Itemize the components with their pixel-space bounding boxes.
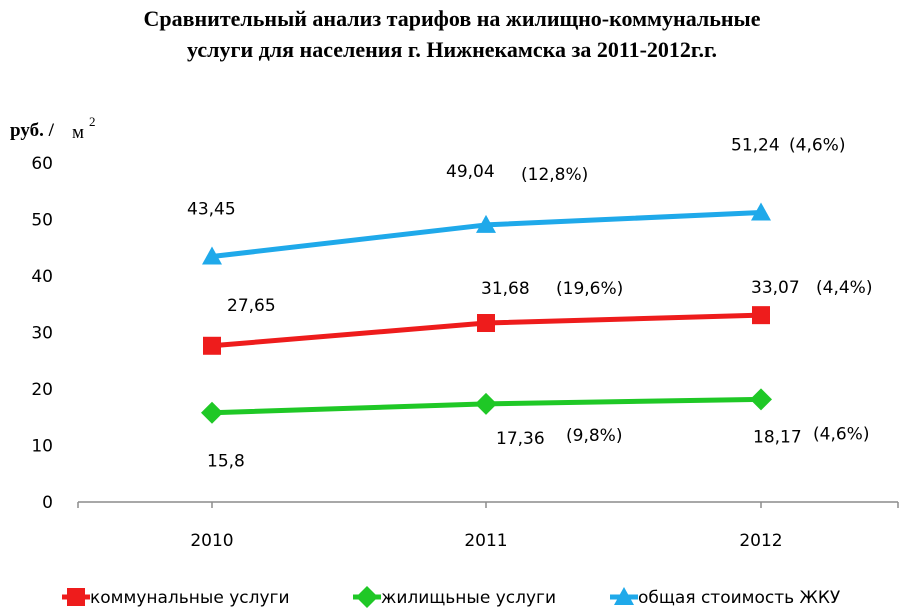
y-axis-unit-superscript: 2 xyxy=(89,114,96,129)
data-point-1-2 xyxy=(750,388,772,411)
pct-label-1-1: (9,8%) xyxy=(566,426,622,446)
x-tick-label: 2012 xyxy=(739,531,782,551)
data-point-1-1 xyxy=(475,392,497,415)
legend-label-0: коммунальные услуги xyxy=(90,588,290,608)
data-label-1-1: 17,36 xyxy=(496,429,545,449)
y-axis-title: руб. / м 2 xyxy=(10,114,96,143)
legend-item-2: общая стоимость ЖКУ xyxy=(610,587,841,608)
legend: коммунальные услуги жилищьные услуги общая… xyxy=(62,586,841,608)
legend-label-2: общая стоимость ЖКУ xyxy=(638,588,841,608)
y-tick-label: 30 xyxy=(31,324,53,344)
data-label-2-1: 49,04 xyxy=(446,162,495,182)
pct-label-1-2: (4,6%) xyxy=(813,424,869,444)
y-tick-label: 0 xyxy=(42,493,53,513)
data-point-0-1 xyxy=(477,314,495,333)
y-axis-unit: м xyxy=(72,122,84,143)
legend-swatch-marker-1 xyxy=(356,586,378,608)
legend-swatch-marker-2 xyxy=(614,587,634,605)
data-point-2-0 xyxy=(202,246,222,265)
data-labels: 27,65 31,68 (19,6%) 33,07 (4,4%) 15,8 17,36 (9,… xyxy=(187,135,872,471)
y-tick-label: 60 xyxy=(31,154,53,174)
series-layer xyxy=(201,202,772,424)
legend-label-1: жилищьные услуги xyxy=(381,588,556,608)
pct-label-0-1: (19,6%) xyxy=(556,279,623,299)
data-label-0-1: 31,68 xyxy=(481,279,530,299)
pct-label-2-2: (4,6%) xyxy=(789,135,845,155)
y-tick-label: 40 xyxy=(31,267,53,287)
chart-title-line-2: услуги для населения г. Нижнекамска за 2… xyxy=(187,37,717,62)
y-axis-tick-labels: 0 10 20 30 40 50 60 xyxy=(31,154,53,513)
series-0 xyxy=(203,306,770,355)
data-point-1-0 xyxy=(201,401,223,424)
x-axis-tick-labels: 2010 2011 2012 xyxy=(190,531,782,551)
x-tick-label: 2011 xyxy=(464,531,507,551)
pct-label-2-1: (12,8%) xyxy=(521,165,588,185)
y-axis-label: руб. / xyxy=(10,120,55,141)
chart-title-line-1: Сравнительный анализ тарифов на жилищно-… xyxy=(144,6,761,31)
pct-label-0-2: (4,4%) xyxy=(816,278,872,298)
data-point-2-2 xyxy=(751,202,771,221)
x-tick-label: 2010 xyxy=(190,531,233,551)
series-1 xyxy=(201,388,772,424)
y-tick-label: 50 xyxy=(31,211,53,231)
data-label-2-0: 43,45 xyxy=(187,200,236,220)
data-label-0-0: 27,65 xyxy=(227,296,276,316)
data-label-2-2: 51,24 xyxy=(731,135,780,155)
legend-item-0: коммунальные услуги xyxy=(62,588,290,608)
y-tick-label: 20 xyxy=(31,380,53,400)
data-point-2-1 xyxy=(476,214,496,233)
data-label-0-2: 33,07 xyxy=(751,278,800,298)
y-tick-label: 10 xyxy=(31,437,53,457)
x-axis-ticks xyxy=(77,502,899,508)
data-label-1-0: 15,8 xyxy=(207,452,245,472)
data-point-0-0 xyxy=(203,336,221,355)
legend-swatch-marker-0 xyxy=(67,588,85,606)
legend-item-1: жилищьные услуги xyxy=(353,586,556,608)
series-2 xyxy=(202,202,771,265)
data-point-0-2 xyxy=(752,306,770,325)
data-label-1-2: 18,17 xyxy=(753,427,802,447)
